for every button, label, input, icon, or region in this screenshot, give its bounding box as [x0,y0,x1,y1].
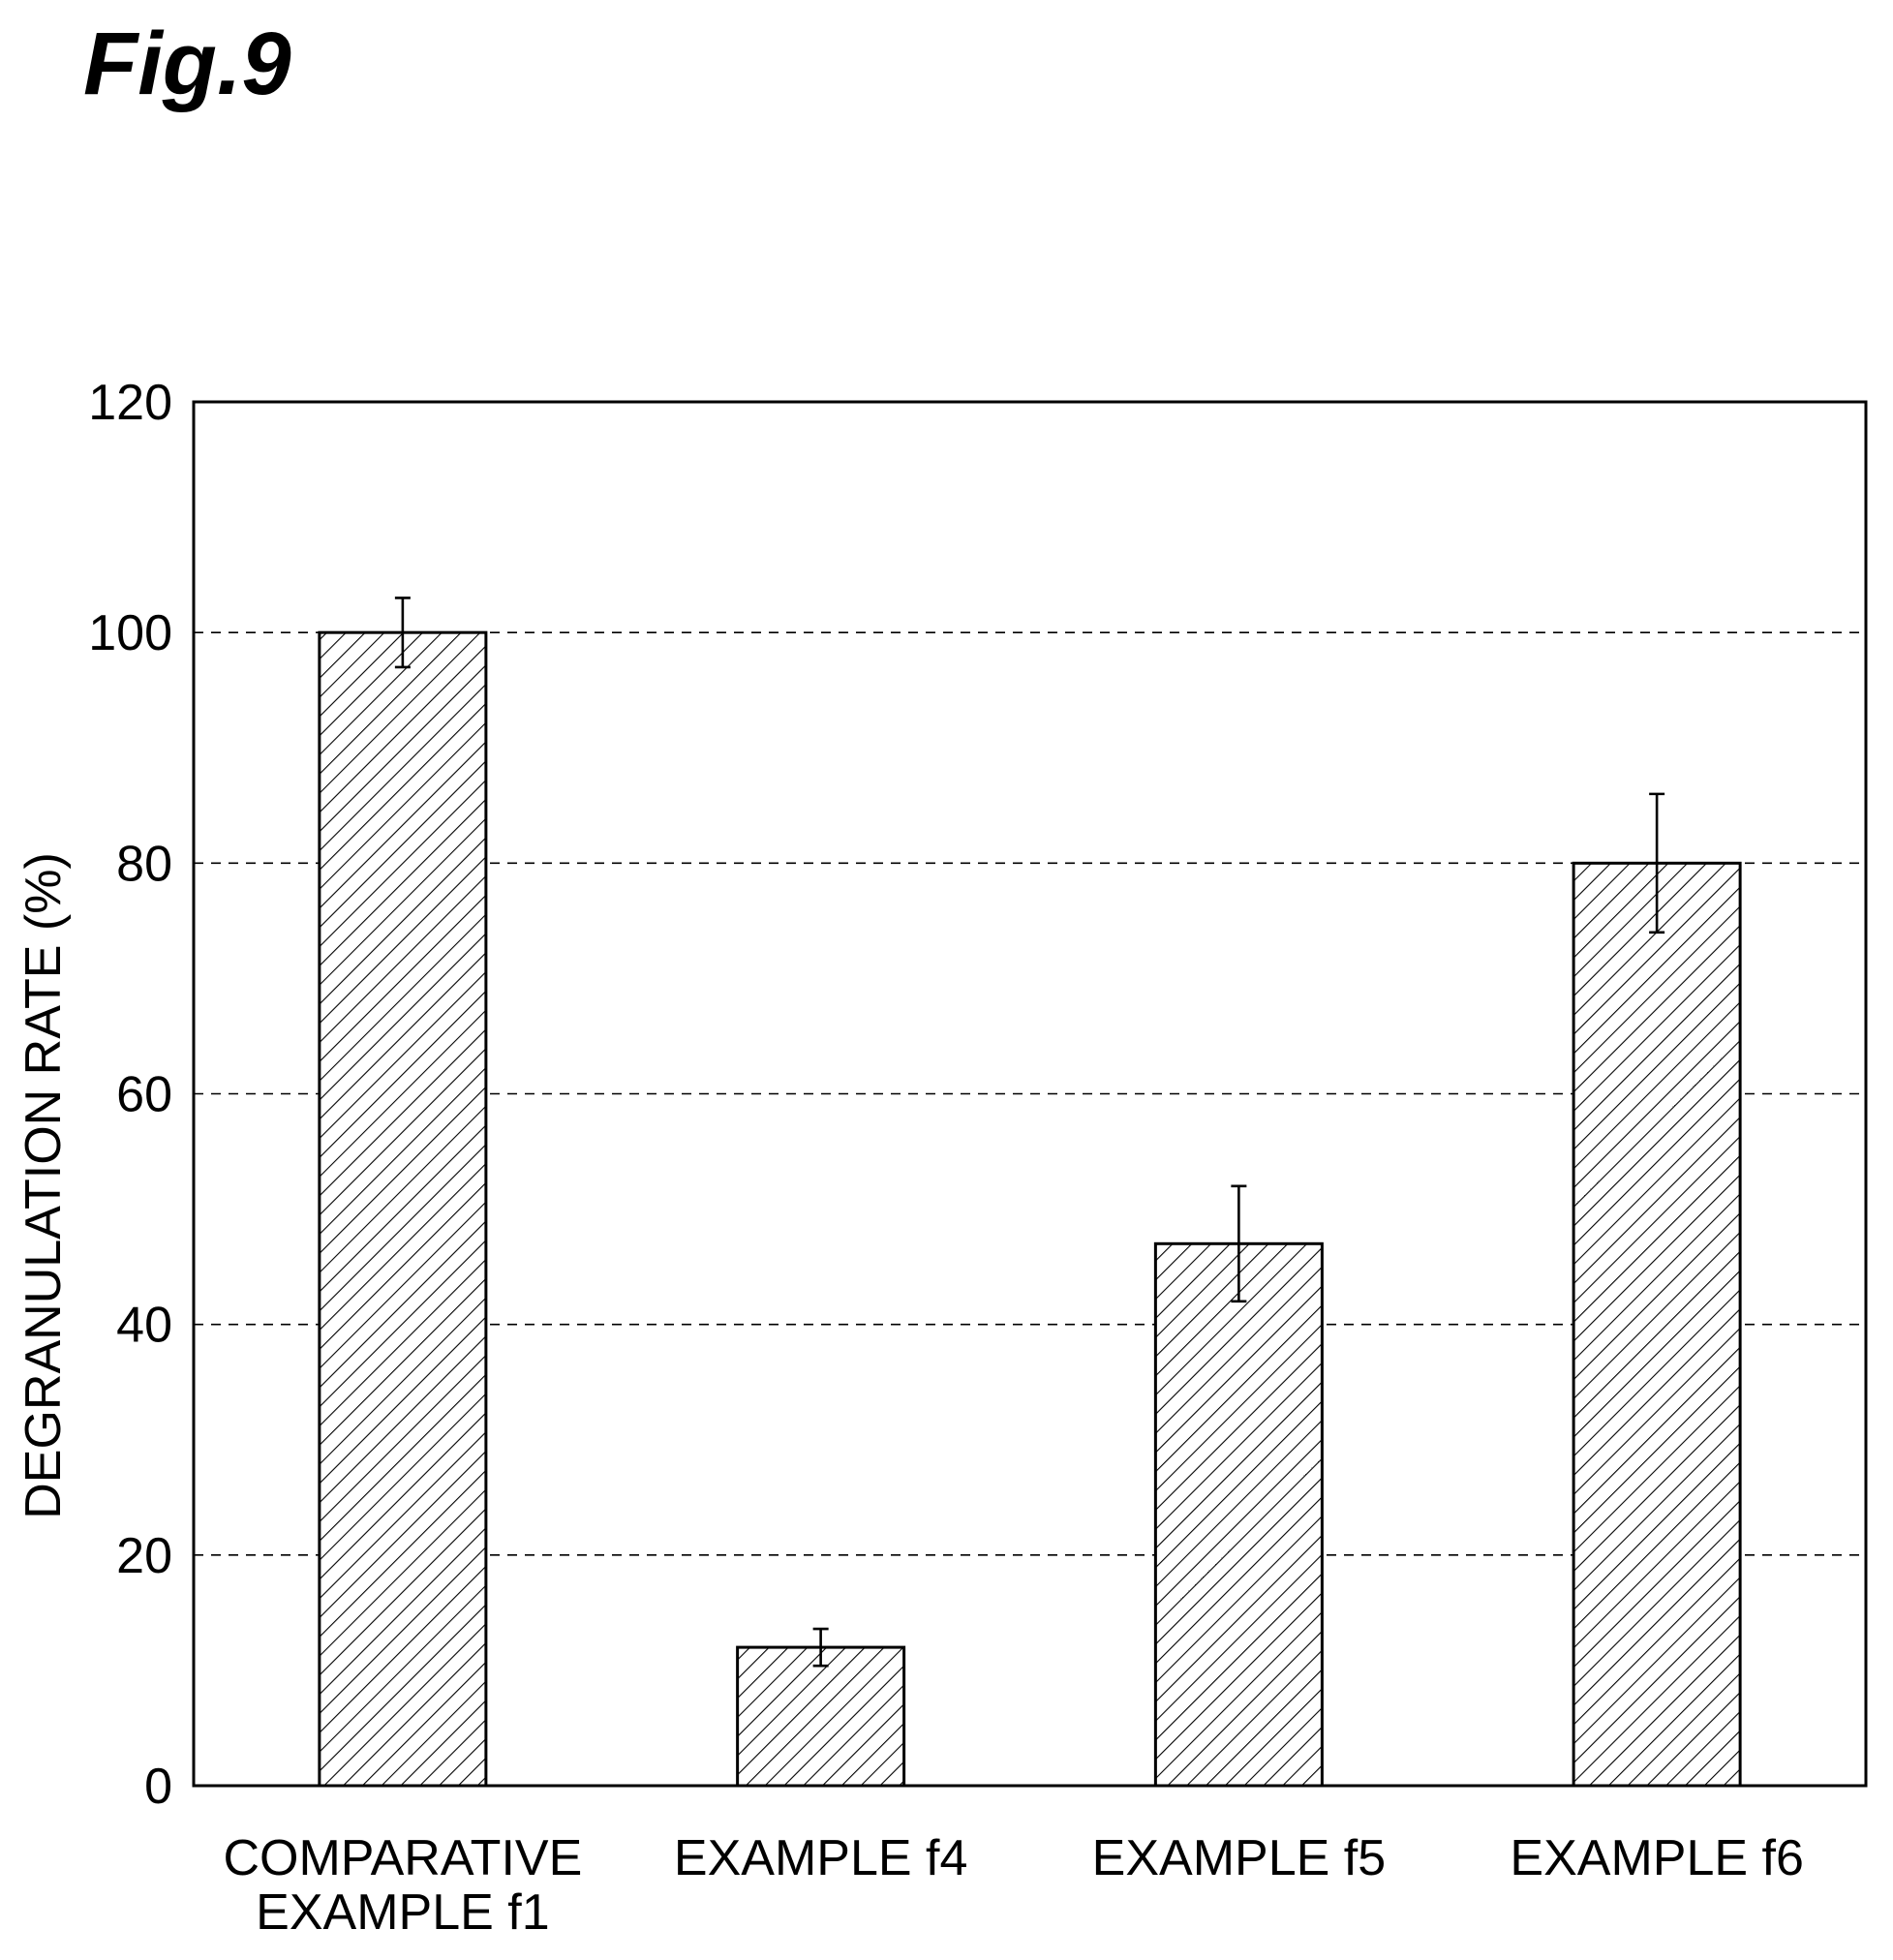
y-tick-label: 100 [88,605,172,661]
y-axis-label: DEGRANULATION RATE (%) [15,852,72,1519]
x-category-label: EXAMPLE f4 [674,1830,967,1886]
x-category-label: EXAMPLE f6 [1510,1830,1803,1886]
error-bar [812,1627,829,1668]
y-tick-label: 0 [144,1759,172,1815]
y-tick-label: 80 [116,836,172,892]
bar [1572,861,1742,1788]
error-bar [1231,1184,1247,1303]
bar [736,1645,906,1788]
y-tick-label: 60 [116,1067,172,1123]
error-bar [1649,792,1665,934]
x-category-labels: COMPARATIVE EXAMPLE f1 EXAMPLE f4 EXAMPLE f… [223,1830,1803,1941]
figure-label: Fig.9 [83,15,291,113]
error-bars [394,597,1665,1668]
y-tick-label: 40 [116,1298,172,1354]
y-tick-label: 20 [116,1528,172,1584]
x-category-label: COMPARATIVE EXAMPLE f1 [223,1830,582,1941]
error-bar [394,597,411,669]
y-tick-labels: 0 20 40 60 80 100 120 [88,375,172,1815]
bars [318,630,1742,1788]
y-tick-label: 120 [88,375,172,431]
bar [318,630,488,1788]
bar [1153,1241,1324,1788]
plot-frame [192,400,1868,1788]
x-category-label: EXAMPLE f5 [1092,1830,1386,1886]
